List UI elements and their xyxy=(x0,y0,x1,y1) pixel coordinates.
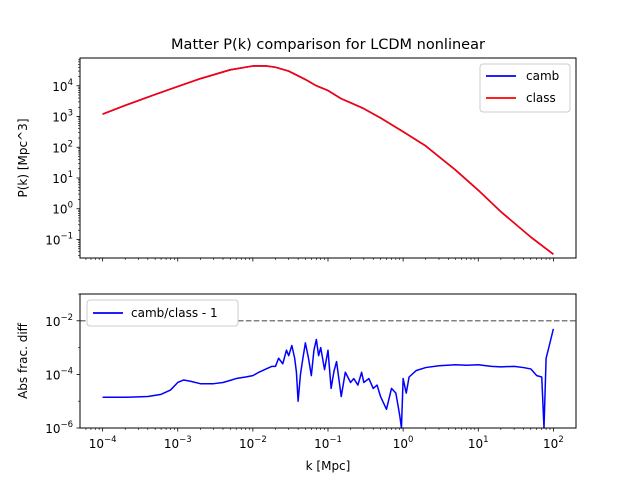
y-tick-label: 100 xyxy=(52,201,73,217)
y-tick-label: 103 xyxy=(52,109,73,125)
bottom-legend: camb/class - 1 xyxy=(86,299,239,327)
top-y-axis-label: P(k) [Mpc^3] xyxy=(16,119,30,198)
y-tick-label: 101 xyxy=(52,170,73,186)
bottom-x-axis-label: k [Mpc] xyxy=(306,459,351,473)
series-line-ratio xyxy=(102,328,555,429)
x-tick-label: 102 xyxy=(543,435,564,451)
y-tick-label: 104 xyxy=(52,78,73,94)
bottom-panel: 10−6 10−4 10−2 10−4 10−3 10−2 10−1 100 101 102 A… xyxy=(16,293,577,473)
x-tick-label: 100 xyxy=(393,435,414,451)
y-tick-label: 102 xyxy=(52,139,73,155)
top-legend: camb class xyxy=(479,63,571,113)
x-tick-label: 10−2 xyxy=(239,435,267,451)
top-y-axis: 10−1 100 101 102 103 104 xyxy=(45,59,80,256)
legend-class-label: class xyxy=(526,91,556,105)
top-panel: Matter P(k) comparison for LCDM nonlinea… xyxy=(16,37,577,262)
bottom-y-axis: 10−6 10−4 10−2 xyxy=(45,293,80,436)
x-tick-label: 10−3 xyxy=(164,435,192,451)
y-tick-label: 10−2 xyxy=(45,313,73,329)
x-tick-label: 10−1 xyxy=(314,435,342,451)
legend-ratio-label: camb/class - 1 xyxy=(131,306,218,320)
y-tick-label: 10−1 xyxy=(45,231,73,247)
bottom-y-axis-label: Abs frac. diff xyxy=(16,322,30,399)
series-line-class xyxy=(102,65,554,255)
legend-camb-label: camb xyxy=(526,69,559,83)
top-x-axis xyxy=(85,258,554,262)
x-tick-label: 10−4 xyxy=(89,435,117,451)
bottom-x-axis: 10−4 10−3 10−2 10−1 100 101 102 xyxy=(85,428,564,451)
x-tick-label: 101 xyxy=(468,435,489,451)
chart-title: Matter P(k) comparison for LCDM nonlinea… xyxy=(171,37,485,53)
top-plot-area xyxy=(102,65,554,255)
y-tick-label: 10−4 xyxy=(45,366,73,382)
bottom-legend-box xyxy=(86,299,239,327)
bottom-plot-area xyxy=(80,320,576,429)
y-tick-label: 10−6 xyxy=(45,420,73,436)
